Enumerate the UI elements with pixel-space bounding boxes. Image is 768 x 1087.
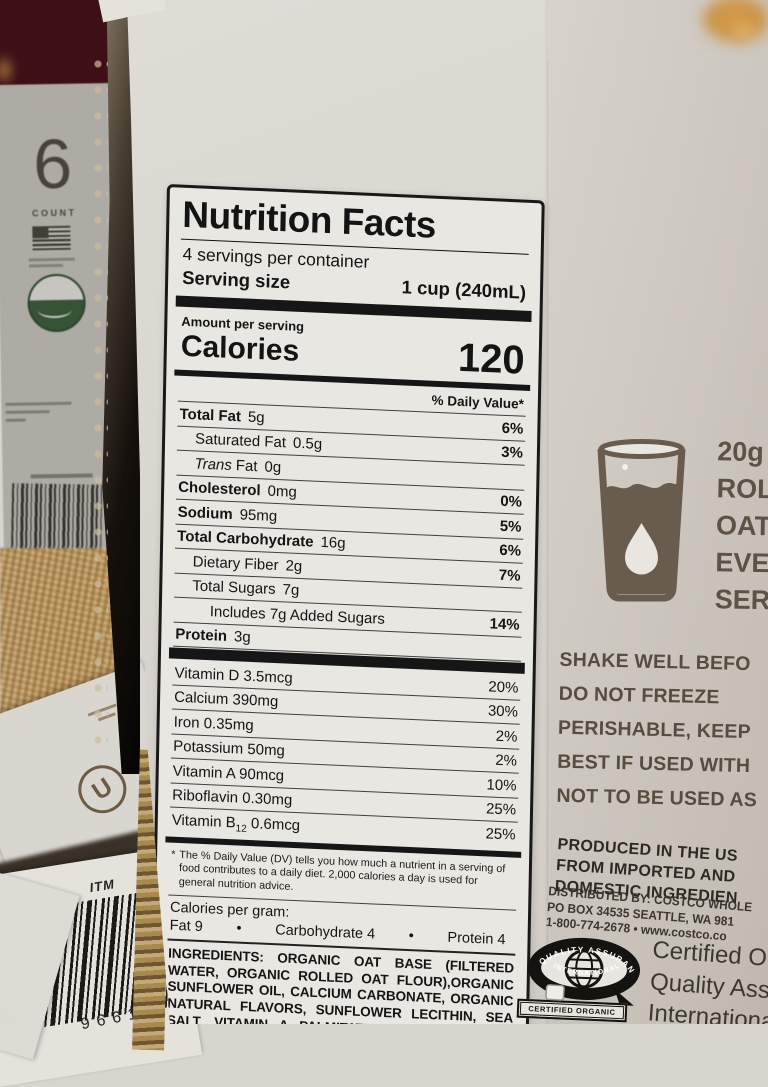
vitamin-subscript: 12 xyxy=(235,822,247,835)
vitamin-dv: 30% xyxy=(487,702,519,721)
certified-organic-banner: CERTIFIED ORGANIC xyxy=(516,998,628,1023)
barcode-caption xyxy=(30,473,93,479)
perforation-dots xyxy=(92,56,108,756)
nutrient-amount: 0g xyxy=(264,457,282,476)
nutrient-name-italic: Trans xyxy=(194,454,233,474)
nutrient-name: Total Sugars xyxy=(192,577,276,599)
cpg-protein: Protein 4 xyxy=(447,929,506,949)
oats-callout: 20g ROL OAT EVE SER xyxy=(714,433,768,619)
callout-line: EVE xyxy=(715,547,768,579)
vitamin-name: Potassium 50mg xyxy=(173,737,286,760)
count-label: COUNT xyxy=(31,207,77,219)
vitamin-name-post: 0.6mcg xyxy=(246,814,301,834)
itm-label: ITM xyxy=(88,876,116,896)
serving-size-value: 1 cup (240mL) xyxy=(401,276,527,303)
callout-line: SER xyxy=(714,584,768,616)
storage-line: BEST IF USED WITH xyxy=(557,750,751,778)
certifier-line: International xyxy=(646,999,768,1036)
nutrient-dv: 14% xyxy=(489,614,520,634)
nutrient-dv: 5% xyxy=(499,517,522,536)
calories-value: 120 xyxy=(457,335,526,383)
cpg-fat: Fat 9 xyxy=(169,917,203,935)
vitamin-dv: 25% xyxy=(485,800,517,819)
vitamin-dv: 10% xyxy=(486,775,517,795)
vitamin-dv: 25% xyxy=(485,824,516,844)
qai-logo-icon: QUALITY ASSURANCE INTERNATIONAL xyxy=(524,934,641,1006)
us-flag-icon xyxy=(32,225,71,252)
vitamin-name: Vitamin B12 0.6mcg xyxy=(172,811,301,837)
vitamin-name-pre: Vitamin B xyxy=(171,811,236,831)
nutrient-dv: 6% xyxy=(501,419,524,438)
callout-line: 20g xyxy=(717,436,765,468)
calories-label: Calories xyxy=(180,329,300,368)
vitamin-name: Vitamin A 90mcg xyxy=(172,762,285,784)
micro-text-line xyxy=(5,401,72,406)
small-label-chip xyxy=(546,985,564,1000)
nutrient-amount: 0mg xyxy=(267,482,297,501)
nutrient-name: Fat xyxy=(235,456,258,475)
nutrient-amount: 3g xyxy=(233,628,251,646)
micro-text-line xyxy=(5,410,50,414)
vitamin-dv: 20% xyxy=(488,677,519,697)
nutrient-dv: 6% xyxy=(499,541,522,560)
nutrient-name: Saturated Fat xyxy=(194,430,287,452)
nutrient-amount: 95mg xyxy=(239,505,278,525)
flag-caption-line xyxy=(28,263,63,268)
callout-line: OAT xyxy=(715,510,768,542)
seal-arc xyxy=(37,301,72,319)
nutrient-dv: 3% xyxy=(501,443,524,462)
nutrient-amount: 0.5g xyxy=(292,434,323,453)
main-carton-face: Nutrition Facts 4 servings per container… xyxy=(127,0,768,1024)
nutrient-amount: 5g xyxy=(247,408,265,426)
vitamin-name: Calcium 390mg xyxy=(173,688,279,711)
vitamin-name: Iron 0.35mg xyxy=(173,713,254,734)
wheat-blur xyxy=(724,18,764,44)
vitamin-name: Riboflavin 0.30mg xyxy=(172,786,293,809)
storage-line: DO NOT FREEZE xyxy=(558,682,720,709)
flag-canton xyxy=(32,226,49,239)
wheat-blur xyxy=(0,48,18,92)
nutrient-dv: 7% xyxy=(498,566,521,585)
bullet: • xyxy=(408,927,414,945)
nutrient-name: Dietary Fiber xyxy=(192,552,279,574)
cpg-carb: Carbohydrate 4 xyxy=(275,922,376,943)
footnote-asterisk: * xyxy=(171,848,176,861)
vitamin-dv: 2% xyxy=(495,727,518,746)
nutrient-name: Total Fat xyxy=(179,405,242,425)
micro-text-line xyxy=(5,418,26,422)
nutrient-dv: 0% xyxy=(500,492,523,511)
flag-caption-line xyxy=(28,257,75,262)
storage-line: SHAKE WELL BEFO xyxy=(559,648,751,676)
glass-of-oatmilk-icon xyxy=(597,439,686,602)
ingredients-text: ORGANIC OAT BASE (FILTERED WATER, ORGANI… xyxy=(166,949,515,1071)
bullet: • xyxy=(236,920,242,937)
ingredients-paragraph: INGREDIENTS: ORGANIC OAT BASE (FILTERED … xyxy=(165,940,515,1071)
nutrient-name: Total Carbohydrate xyxy=(177,527,314,551)
nutrient-name: Protein xyxy=(175,625,228,645)
storage-instructions: SHAKE WELL BEFO DO NOT FREEZE PERISHABLE… xyxy=(556,643,760,818)
count-number: 6 xyxy=(32,124,73,204)
nutrient-name: Sodium xyxy=(177,503,233,523)
vitamin-dv: 2% xyxy=(495,751,518,770)
callout-line: ROL xyxy=(716,473,768,505)
nutrient-amount: 2g xyxy=(285,556,303,575)
nutrition-facts-label: Nutrition Facts 4 servings per container… xyxy=(150,184,545,1071)
nutrient-amount: 7g xyxy=(282,581,300,600)
nutrient-name: Includes 7g Added Sugars xyxy=(209,602,385,628)
storage-line: PERISHABLE, KEEP xyxy=(557,716,752,744)
nutrient-name: Cholesterol xyxy=(178,478,261,500)
storage-line: NOT TO BE USED AS xyxy=(556,784,758,812)
certifier-text: Certified Orga Quality Assura Internatio… xyxy=(646,934,768,1036)
ingredients-heading: INGREDIENTS: xyxy=(168,945,264,965)
nutrient-amount: 16g xyxy=(320,533,346,553)
carton-crease xyxy=(547,60,550,1024)
vitamin-name: Vitamin D 3.5mcg xyxy=(174,664,293,687)
footnote-text: The % Daily Value (DV) tells you how muc… xyxy=(178,848,506,894)
serving-size-label: Serving size xyxy=(182,266,291,293)
usda-organic-seal-icon xyxy=(27,273,87,333)
